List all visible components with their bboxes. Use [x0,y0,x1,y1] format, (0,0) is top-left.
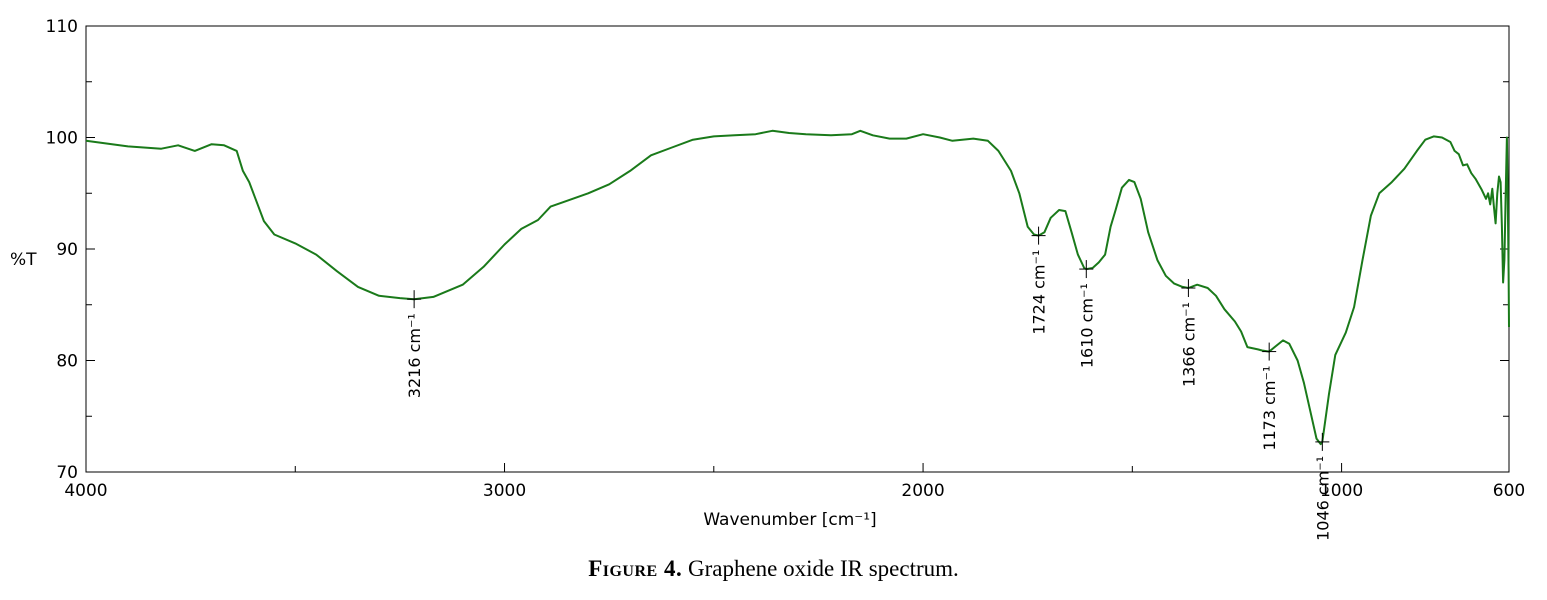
peak-annotation: 1724 cm⁻¹ [1030,226,1049,335]
x-tick-label: 1000 [1320,481,1363,501]
ir-spectrum-chart: 70 80 90 100 110 4000 3000 2000 1000 600 3216 cm… [10,17,1525,540]
x-tick-label: 600 [1493,481,1525,501]
x-axis: 4000 3000 2000 1000 600 [64,463,1525,501]
plot-frame [85,25,1510,473]
peak-annotation: 1610 cm⁻¹ [1077,260,1096,368]
peak-annotation: 1173 cm⁻¹ [1260,342,1279,451]
spectrum-line [85,129,1510,446]
peak-annotation: 3216 cm⁻¹ [405,290,424,398]
peak-annotation: 1046 cm⁻¹ [1313,432,1332,540]
x-tick-label: 2000 [901,481,944,501]
x-tick-label: 4000 [64,481,107,501]
figure-caption: Figure 4. Graphene oxide IR spectrum. [0,556,1547,582]
peak-label: 1610 cm⁻¹ [1077,283,1096,368]
peak-annotations: 3216 cm⁻¹ 1724 cm⁻¹ 1610 cm⁻¹ 1366 cm⁻¹ 1173… [405,226,1332,540]
y-axis: 70 80 90 100 110 [46,17,1509,483]
y-axis-label: %T [10,250,37,270]
peak-label: 1724 cm⁻¹ [1030,250,1049,335]
peak-label: 1366 cm⁻¹ [1179,302,1198,387]
y-tick-label: 80 [56,352,78,372]
peak-label: 1046 cm⁻¹ [1313,456,1332,540]
figure-number: Figure 4. [588,556,683,581]
y-tick-label: 70 [56,463,78,483]
peak-label: 1173 cm⁻¹ [1260,366,1279,451]
y-tick-label: 90 [56,240,78,260]
x-tick-label: 3000 [483,481,526,501]
peak-annotation: 1366 cm⁻¹ [1179,279,1198,387]
figure-caption-text: Graphene oxide IR spectrum. [682,556,959,581]
y-tick-label: 100 [46,129,78,149]
y-tick-label: 110 [46,17,78,37]
x-axis-label: Wavenumber [cm⁻¹] [703,510,876,530]
peak-label: 3216 cm⁻¹ [405,313,424,398]
